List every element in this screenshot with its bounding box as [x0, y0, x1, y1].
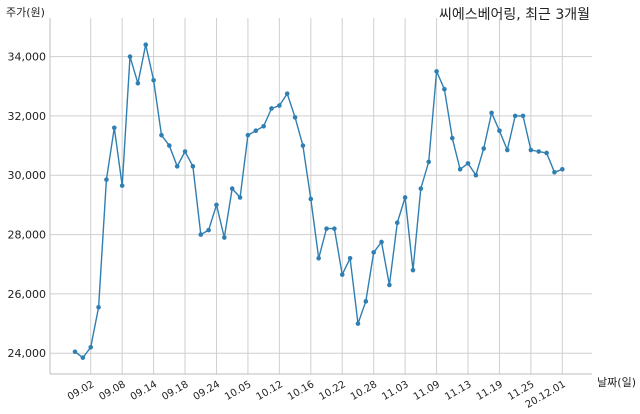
- data-point: [182, 149, 188, 154]
- data-point: [167, 143, 172, 148]
- data-point: [119, 183, 125, 188]
- data-point: [229, 186, 235, 191]
- y-tick-label: 32,000: [8, 110, 47, 123]
- data-point: [394, 220, 400, 225]
- data-point: [174, 164, 180, 169]
- data-point: [552, 169, 557, 175]
- data-point: [497, 128, 502, 134]
- series-line: [74, 44, 563, 359]
- x-tick-label: 10.28: [349, 379, 379, 403]
- data-point: [363, 299, 369, 304]
- data-point: [489, 110, 494, 116]
- x-tick-label: 10.22: [317, 379, 347, 403]
- x-tick-label: 11.13: [443, 379, 473, 403]
- data-point: [528, 147, 534, 153]
- data-point: [135, 80, 141, 86]
- data-point: [426, 159, 432, 165]
- x-tick-label: 09.02: [66, 379, 96, 403]
- y-tick-label: 34,000: [8, 51, 47, 64]
- data-point: [245, 132, 251, 138]
- x-tick-label: 11.19: [475, 379, 505, 403]
- data-point: [544, 150, 549, 156]
- data-point: [206, 227, 211, 233]
- data-point: [151, 78, 156, 83]
- data-point: [355, 321, 361, 326]
- data-point: [237, 195, 243, 200]
- data-point: [112, 125, 117, 131]
- data-point: [198, 232, 204, 237]
- data-point: [442, 86, 447, 92]
- data-point: [127, 54, 133, 59]
- x-tick-label: 09.24: [192, 379, 222, 403]
- data-point: [143, 42, 149, 47]
- y-tick-label: 28,000: [8, 229, 47, 242]
- y-tick-label: 26,000: [8, 288, 47, 301]
- data-point: [284, 91, 290, 96]
- data-point: [332, 226, 337, 231]
- chart-title: 씨에스베어링, 최근 3개월: [438, 7, 590, 23]
- data-point: [269, 106, 274, 111]
- data-point: [410, 267, 416, 273]
- data-point: [371, 250, 376, 255]
- data-point: [434, 69, 439, 74]
- data-point: [457, 167, 463, 172]
- x-tick-label: 09.18: [160, 379, 190, 403]
- y-tick-label: 24,000: [8, 347, 47, 360]
- x-tick-label: 11.09: [412, 379, 442, 403]
- x-axis-label: 날짜(일): [597, 376, 636, 389]
- x-tick-label: 10.12: [255, 379, 285, 403]
- data-point: [418, 186, 424, 191]
- data-point: [402, 195, 408, 200]
- data-point: [222, 235, 227, 240]
- data-point: [536, 149, 542, 154]
- data-point: [379, 239, 384, 245]
- data-point: [505, 147, 510, 153]
- data-point: [316, 255, 321, 261]
- data-point: [465, 161, 471, 166]
- x-tick-label: 11.03: [380, 379, 410, 403]
- data-point: [339, 272, 345, 277]
- data-point: [347, 255, 353, 261]
- y-axis-label: 주가(원): [6, 6, 45, 19]
- data-point: [88, 345, 94, 350]
- data-point: [190, 164, 196, 169]
- data-point: [560, 167, 565, 172]
- data-point: [96, 304, 101, 310]
- data-point: [214, 202, 219, 208]
- x-tick-label: 10.05: [223, 379, 253, 403]
- data-point: [159, 132, 164, 138]
- x-tick-label: 09.08: [97, 379, 127, 403]
- data-point: [473, 172, 479, 178]
- data-point: [449, 135, 455, 141]
- data-point: [308, 196, 314, 202]
- data-point: [512, 113, 518, 119]
- data-point: [387, 282, 392, 288]
- data-point: [520, 113, 526, 119]
- data-point: [481, 146, 487, 151]
- data-point: [277, 103, 282, 108]
- data-point: [300, 143, 306, 148]
- data-point: [72, 349, 78, 355]
- data-point: [292, 115, 298, 120]
- data-point: [80, 355, 86, 360]
- x-tick-label: 09.14: [129, 379, 159, 403]
- y-tick-label: 30,000: [8, 169, 47, 182]
- data-point: [324, 226, 329, 231]
- data-point: [261, 123, 266, 129]
- data-point: [104, 177, 109, 182]
- data-point: [253, 128, 259, 134]
- x-tick-label: 10.16: [286, 379, 316, 403]
